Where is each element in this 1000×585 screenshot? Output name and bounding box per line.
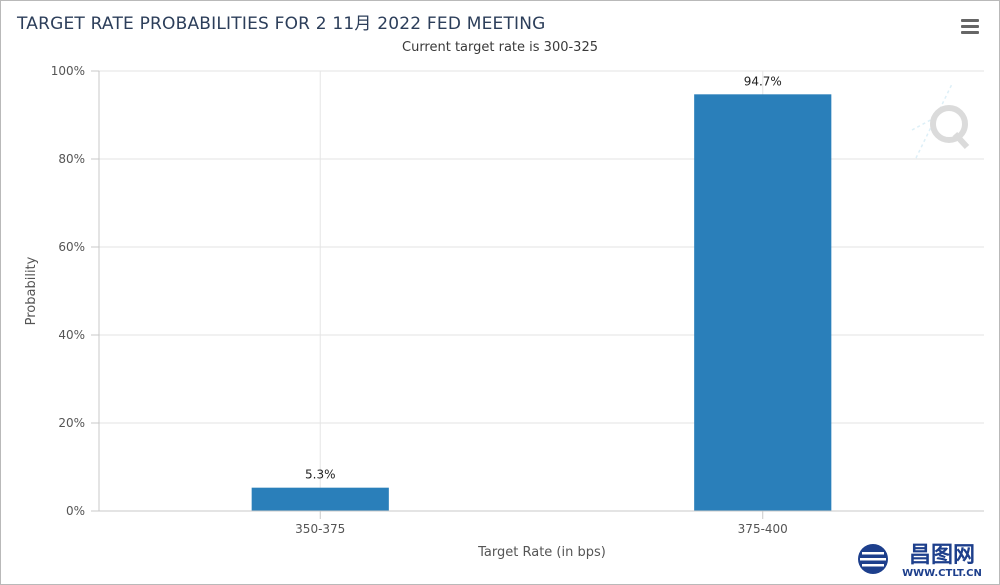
y-tick-label: 60% <box>58 240 85 254</box>
grid-layer <box>91 70 984 519</box>
y-tick-label: 20% <box>58 416 85 430</box>
y-axis-title: Probability <box>24 256 39 325</box>
bar-layer <box>99 94 984 512</box>
chart-title: TARGET RATE PROBABILITIES FOR 2 11月 2022… <box>17 14 546 34</box>
data-label: 5.3% <box>305 468 336 482</box>
x-tick-label: 375-400 <box>738 522 788 536</box>
brand-watermark: 昌图网 WWW.CTLT.CN <box>858 543 982 579</box>
brand-logo-icon <box>858 544 888 574</box>
data-label: 94.7% <box>744 74 782 88</box>
bar-375-400[interactable] <box>694 94 832 511</box>
y-tick-label: 0% <box>66 504 85 518</box>
x-tick-label: 350-375 <box>295 522 345 536</box>
label-layer: 0% 20% 40% 60% 80% 100% 5.3% 350-375 94.7% 375-40… <box>51 64 788 536</box>
chart-menu-button[interactable] <box>957 14 983 38</box>
y-tick-label: 100% <box>51 64 85 78</box>
y-tick-label: 40% <box>58 328 85 342</box>
chart-subtitle: Current target rate is 300-325 <box>402 40 598 55</box>
brand-url: WWW.CTLT.CN <box>902 568 982 579</box>
x-axis-title: Target Rate (in bps) <box>477 545 606 560</box>
y-tick-label: 80% <box>58 152 85 166</box>
hamburger-menu-icon <box>961 19 979 22</box>
bar-350-375[interactable] <box>251 487 389 511</box>
brand-name: 昌图网 <box>909 543 975 568</box>
q-watermark-icon <box>911 83 970 159</box>
